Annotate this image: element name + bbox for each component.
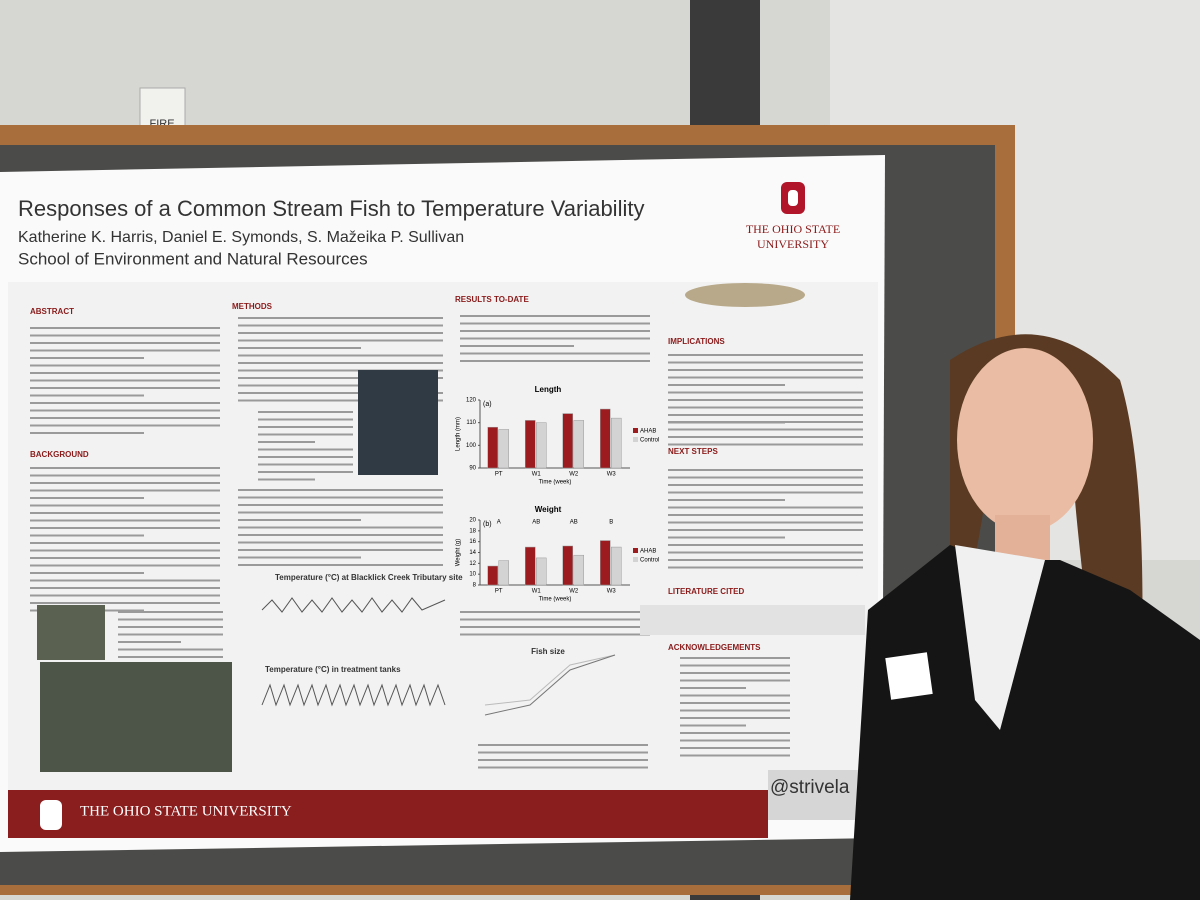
bar — [536, 422, 547, 469]
section-heading: IMPLICATIONS — [668, 337, 725, 346]
chart-title: Length — [535, 385, 562, 394]
figure-title: Temperature (°C) at Blacklick Creek Trib… — [275, 573, 463, 582]
section-heading: NEXT STEPS — [668, 447, 718, 456]
fish-photo — [685, 283, 805, 307]
x-axis-label: Time (week) — [539, 597, 572, 603]
shirt — [955, 545, 1045, 730]
legend-label: Control — [640, 558, 659, 564]
name-tag — [885, 652, 933, 700]
section-heading: LITERATURE CITED — [668, 587, 745, 596]
x-tick-label: W2 — [569, 589, 579, 595]
panel-label: (a) — [483, 401, 492, 408]
x-tick-label: W3 — [607, 589, 617, 595]
x-axis-label: Time (week) — [539, 480, 572, 486]
figure-title: Fish size — [531, 647, 565, 656]
x-tick-label: W1 — [532, 589, 542, 595]
bar — [600, 408, 611, 469]
fish-size-trace — [484, 654, 616, 716]
legend-swatch — [633, 548, 638, 553]
bar — [536, 557, 547, 586]
significance-letter: AB — [570, 520, 578, 526]
handle: @strivela — [770, 777, 850, 798]
logo-text: THE OHIO STATE — [746, 222, 840, 236]
x-tick-label: PT — [495, 589, 503, 595]
y-tick-label: 8 — [473, 583, 477, 589]
bar — [562, 413, 573, 469]
y-tick-label: 18 — [469, 528, 476, 534]
bar — [498, 429, 509, 469]
significance-letter: A — [497, 520, 501, 526]
legend-label: AHAB — [640, 549, 656, 555]
section-heading: ABSTRACT — [30, 307, 74, 316]
temperature-trace — [261, 683, 446, 707]
map-image — [37, 605, 105, 660]
legend-swatch — [633, 557, 638, 562]
y-tick-label: 90 — [469, 466, 476, 472]
section-heading: ACKNOWLEDGEMENTS — [668, 643, 761, 652]
legend-label: AHAB — [640, 429, 656, 435]
aerial-image — [40, 662, 232, 772]
bar — [573, 420, 584, 469]
temperature-trace — [261, 597, 446, 613]
text-block — [30, 315, 863, 769]
bar — [487, 565, 498, 586]
bar — [498, 560, 509, 586]
section-heading: METHODS — [232, 302, 273, 311]
y-axis-label: Weight (g) — [456, 539, 462, 567]
face — [957, 348, 1093, 532]
y-tick-label: 12 — [469, 561, 476, 567]
bar — [573, 554, 584, 586]
panel-label: (b) — [483, 521, 492, 528]
y-tick-label: 100 — [466, 443, 477, 449]
logo-mark-inner — [788, 190, 798, 206]
bar — [562, 545, 573, 586]
jacket — [850, 545, 1200, 900]
y-tick-label: 14 — [469, 550, 476, 556]
y-tick-label: 10 — [469, 572, 476, 578]
x-tick-label: W1 — [532, 472, 542, 478]
legend-label: Control — [640, 438, 659, 444]
footer-text: THE OHIO STATE UNIVERSITY — [80, 803, 292, 819]
x-tick-label: W2 — [569, 472, 579, 478]
significance-letter: AB — [532, 520, 540, 526]
y-tick-label: 120 — [466, 398, 477, 404]
figure-title: Temperature (°C) in treatment tanks — [265, 665, 401, 674]
poster-affiliation: School of Environment and Natural Resour… — [18, 249, 368, 268]
section-heading: BACKGROUND — [30, 450, 89, 459]
poster-authors: Katherine K. Harris, Daniel E. Symonds, … — [18, 229, 464, 246]
section-heading: RESULTS TO-DATE — [455, 295, 529, 304]
x-tick-label: PT — [495, 472, 503, 478]
bar — [487, 426, 498, 469]
x-tick-label: W3 — [607, 472, 617, 478]
tank-photo — [358, 370, 438, 475]
logo-text: UNIVERSITY — [757, 237, 829, 251]
y-tick-label: 110 — [466, 420, 476, 426]
y-tick-label: 16 — [469, 539, 476, 545]
footer-band — [8, 790, 768, 838]
fish-size-trace — [484, 654, 616, 706]
bar — [600, 540, 611, 586]
bar — [525, 546, 536, 586]
bar — [525, 420, 536, 469]
poster-title: Responses of a Common Stream Fish to Tem… — [18, 196, 644, 221]
y-axis-label: Length (mm) — [456, 417, 462, 451]
footer-logo — [40, 800, 62, 830]
legend-swatch — [633, 428, 638, 433]
bar — [611, 417, 622, 469]
legend-swatch — [633, 437, 638, 442]
y-tick-label: 20 — [469, 518, 476, 524]
chart-title: Weight — [535, 505, 562, 514]
references — [640, 605, 865, 635]
significance-letter: B — [609, 520, 613, 526]
bar — [611, 546, 622, 586]
